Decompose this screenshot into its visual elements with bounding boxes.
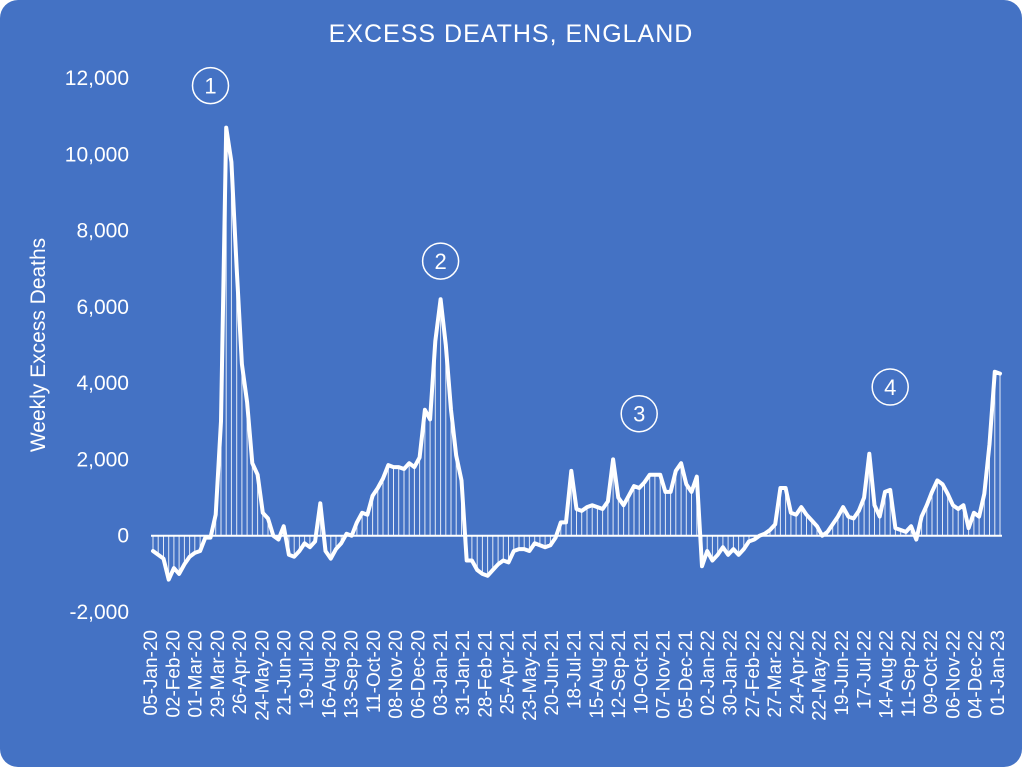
x-tick-label: 16-Aug-20 xyxy=(319,630,340,719)
y-axis-ticks: -2,000 0 2,000 4,000 6,000 8,000 10,000 12,000 xyxy=(65,67,129,624)
x-tick-label: 05-Jan-20 xyxy=(141,630,162,716)
x-tick-label: 26-Apr-20 xyxy=(230,630,251,715)
y-tick-label: 0 xyxy=(117,525,129,548)
annotation-circle xyxy=(871,368,909,406)
x-tick-label: 06-Dec-20 xyxy=(409,630,430,719)
x-tick-label: 24-May-20 xyxy=(252,630,273,721)
y-tick-label: 4,000 xyxy=(76,372,129,395)
annotation-label: 1 xyxy=(204,74,216,99)
y-tick-label: 12,000 xyxy=(65,67,129,90)
x-tick-label: 03-Jan-21 xyxy=(431,630,452,716)
x-tick-label: 27-Feb-22 xyxy=(743,630,764,718)
x-tick-label: 20-Jun-21 xyxy=(542,630,563,716)
x-tick-label: 06-Nov-22 xyxy=(943,630,964,719)
x-tick-label: 19-Jun-22 xyxy=(832,630,853,716)
annotation-label: 2 xyxy=(434,249,446,274)
x-axis-ticks: 05-Jan-20 02-Feb-20 01-Mar-20 29-Mar-20 26-A… xyxy=(141,630,1009,721)
x-tick-label: 02-Jan-22 xyxy=(698,630,719,716)
x-tick-label: 29-Mar-20 xyxy=(208,630,229,718)
chart-title: EXCESS DEATHS, ENGLAND xyxy=(329,20,694,48)
y-tick-label: 10,000 xyxy=(65,143,129,166)
x-tick-label: 24-Apr-22 xyxy=(787,630,808,715)
x-tick-label: 04-Dec-22 xyxy=(966,630,987,719)
area-hatching xyxy=(152,127,1001,580)
x-tick-label: 07-Nov-21 xyxy=(654,630,675,719)
x-tick-label: 25-Apr-21 xyxy=(498,630,519,715)
x-tick-label: 14-Aug-22 xyxy=(877,630,898,719)
y-tick-label: 2,000 xyxy=(76,448,129,471)
y-axis-label: Weekly Excess Deaths xyxy=(27,238,50,452)
annotation-circle xyxy=(191,66,230,105)
annotation-circle xyxy=(620,394,658,433)
x-tick-label: 12-Sep-21 xyxy=(609,630,630,719)
x-tick-label: 05-Dec-21 xyxy=(676,630,697,719)
x-tick-label: 10-Oct-21 xyxy=(631,630,652,714)
x-tick-label: 13-Sep-20 xyxy=(342,630,363,719)
x-tick-label: 22-May-22 xyxy=(810,630,831,721)
annotations: 1 2 3 4 xyxy=(191,66,909,433)
x-tick-label: 31-Jan-21 xyxy=(453,630,474,716)
x-tick-label: 11-Sep-22 xyxy=(899,630,920,717)
x-tick-label: 30-Jan-22 xyxy=(721,630,742,716)
y-tick-label: 6,000 xyxy=(76,296,129,319)
x-tick-label: 21-Jun-20 xyxy=(275,630,296,716)
x-tick-label: 01-Mar-20 xyxy=(186,630,207,718)
x-tick-label: 08-Nov-20 xyxy=(386,630,407,719)
annotation-label: 4 xyxy=(884,375,896,400)
x-tick-label: 19-Jul-20 xyxy=(297,630,318,709)
x-tick-label: 09-Oct-22 xyxy=(921,630,942,714)
x-tick-label: 27-Mar-22 xyxy=(765,630,786,718)
annotation-circle xyxy=(421,242,460,280)
series-line xyxy=(151,125,1002,582)
x-tick-label: 11-Oct-20 xyxy=(364,630,385,713)
y-tick-label: 8,000 xyxy=(76,220,129,243)
x-tick-label: 17-Jul-22 xyxy=(854,630,875,709)
annotation-label: 3 xyxy=(633,402,645,427)
x-tick-label: 28-Feb-21 xyxy=(475,630,496,718)
x-tick-label: 23-May-21 xyxy=(520,630,541,721)
x-tick-label: 01-Jan-23 xyxy=(988,630,1009,716)
x-tick-label: 02-Feb-20 xyxy=(163,630,184,718)
y-tick-label: -2,000 xyxy=(69,601,129,624)
x-tick-label: 15-Aug-21 xyxy=(587,630,608,719)
x-tick-label: 18-Jul-21 xyxy=(565,630,586,709)
